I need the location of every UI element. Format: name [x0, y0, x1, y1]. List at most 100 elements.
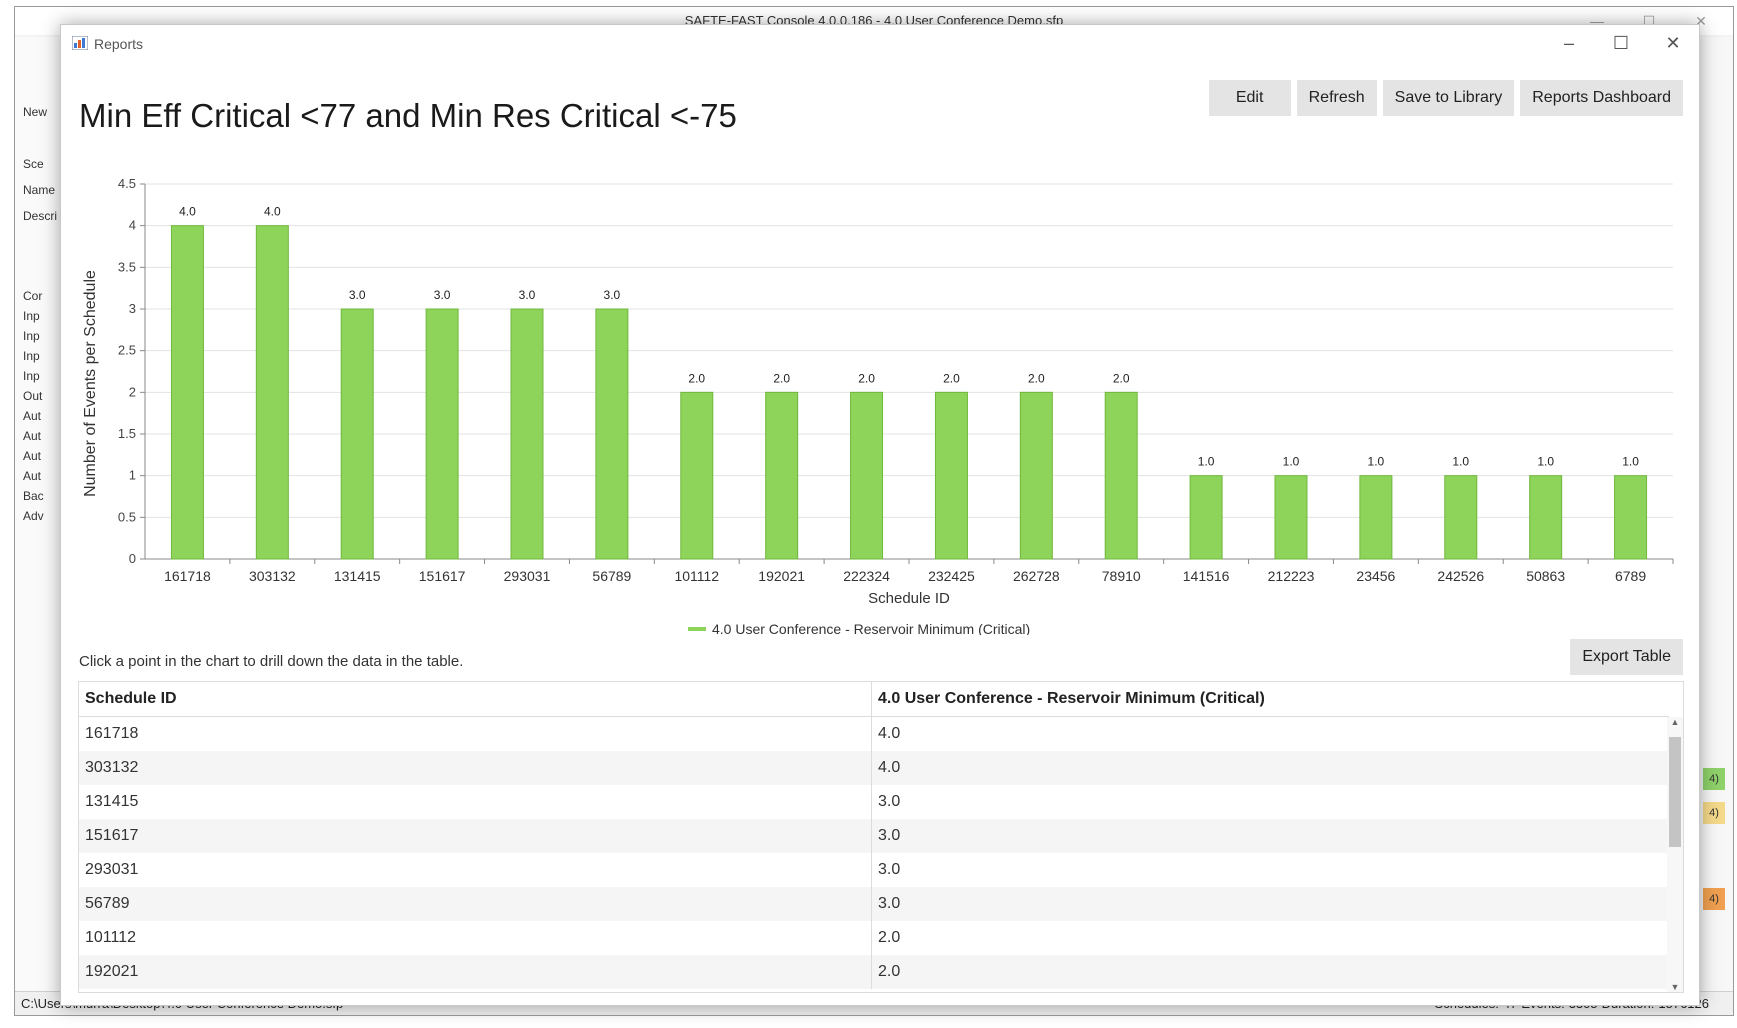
main-left-panel: New Sce Name Descri Cor Inp Inp Inp Inp Out Aut Aut… — [15, 37, 63, 991]
x-tick-label: 131415 — [334, 568, 381, 584]
left-panel-item[interactable]: Aut — [23, 409, 42, 423]
column-header-schedule-id[interactable]: Schedule ID — [85, 690, 177, 707]
scroll-up-icon[interactable]: ▲ — [1670, 717, 1680, 727]
table-row[interactable]: 161718 4.0 — [79, 717, 1669, 751]
drilldown-hint: Click a point in the chart to drill down… — [79, 653, 464, 670]
bar-value-label: 2.0 — [858, 371, 875, 385]
bar-value-label: 1.0 — [1283, 455, 1300, 469]
refresh-button[interactable]: Refresh — [1296, 80, 1377, 116]
x-tick-label: 56789 — [592, 568, 631, 584]
reservoir-value-cell: 3.0 — [871, 887, 1669, 921]
report-title: Min Eff Critical <77 and Min Res Critica… — [79, 97, 737, 134]
x-tick-label: 293031 — [504, 568, 551, 584]
bar[interactable] — [1359, 475, 1393, 560]
table-row[interactable]: 293031 3.0 — [79, 853, 1669, 887]
table-row[interactable]: 101112 2.0 — [79, 921, 1669, 955]
left-panel-item[interactable]: Name — [23, 183, 56, 197]
left-panel-item[interactable]: Adv — [23, 509, 44, 523]
x-axis-title: Schedule ID — [868, 590, 950, 607]
bar[interactable] — [1444, 475, 1478, 560]
bar[interactable] — [1614, 475, 1648, 560]
bar[interactable] — [510, 308, 544, 560]
export-table-button[interactable]: Export Table — [1570, 639, 1683, 675]
column-header-reservoir-minimum[interactable]: 4.0 User Conference - Reservoir Minimum … — [871, 682, 1669, 716]
left-panel-item[interactable]: Inp — [23, 349, 40, 363]
x-tick-label: 151617 — [419, 568, 466, 584]
left-panel-item[interactable]: Aut — [23, 429, 42, 443]
bar[interactable] — [1019, 391, 1053, 560]
table-row[interactable]: 192021 2.0 — [79, 955, 1669, 989]
main-close-icon[interactable]: ✕ — [1695, 13, 1707, 29]
bar[interactable] — [255, 225, 289, 560]
left-panel-item[interactable]: Aut — [23, 469, 42, 483]
left-panel-item[interactable]: Descri — [23, 209, 58, 223]
dialog-window-controls: – ☐ ✕ — [1543, 25, 1699, 61]
bar[interactable] — [765, 391, 799, 560]
scroll-down-icon[interactable]: ▼ — [1670, 982, 1680, 992]
status-badge: 4) — [1703, 768, 1725, 790]
bar[interactable] — [934, 391, 968, 560]
schedule-id-cell: 151617 — [85, 827, 139, 844]
table-scrollbar[interactable]: ▲ ▼ — [1667, 717, 1683, 992]
bar[interactable] — [680, 391, 714, 560]
table-row[interactable]: 131415 3.0 — [79, 785, 1669, 819]
left-panel-item[interactable]: New — [23, 105, 48, 119]
scroll-thumb[interactable] — [1669, 737, 1681, 847]
table-row[interactable]: 56789 3.0 — [79, 887, 1669, 921]
reservoir-value-cell: 4.0 — [871, 717, 1669, 751]
bar-value-label: 3.0 — [349, 288, 366, 302]
dialog-titlebar[interactable]: Reports – ☐ ✕ — [61, 25, 1699, 61]
x-tick-label: 78910 — [1102, 568, 1141, 584]
left-panel-item[interactable]: Inp — [23, 369, 40, 383]
close-icon[interactable]: ✕ — [1665, 33, 1681, 53]
y-tick-label: 1.5 — [118, 426, 136, 441]
bar[interactable] — [1189, 475, 1223, 560]
x-tick-label: 222324 — [843, 568, 890, 584]
bar[interactable] — [1104, 391, 1138, 560]
left-panel-item[interactable]: Bac — [23, 489, 44, 503]
reservoir-value-cell: 3.0 — [871, 853, 1669, 887]
table-header: Schedule ID 4.0 User Conference - Reserv… — [79, 682, 1669, 717]
bar-chart[interactable]: 0 0.5 1 1.5 2 2.5 3 3.5 4 4.5 4.0 161718 4.0 303132 3.… — [61, 155, 1701, 635]
left-panel-item[interactable]: Inp — [23, 329, 40, 343]
y-tick-label: 3 — [129, 301, 136, 316]
table-row[interactable]: 303132 4.0 — [79, 751, 1669, 785]
bar[interactable] — [850, 391, 884, 560]
bar-value-label: 1.0 — [1622, 455, 1639, 469]
bar-value-label: 3.0 — [604, 288, 621, 302]
bar[interactable] — [1529, 475, 1563, 560]
y-tick-label: 2 — [129, 384, 136, 399]
maximize-icon[interactable]: ☐ — [1612, 33, 1630, 53]
x-tick-label: 161718 — [164, 568, 211, 584]
bar[interactable] — [1274, 475, 1308, 560]
bar[interactable] — [340, 308, 374, 560]
report-toolbar: Edit Refresh Save to Library Reports Das… — [1208, 80, 1683, 116]
left-panel-item[interactable]: Aut — [23, 449, 42, 463]
x-tick-label: 303132 — [249, 568, 296, 584]
edit-button[interactable]: Edit — [1208, 80, 1291, 116]
reports-app-icon — [72, 36, 88, 50]
x-tick-label: 212223 — [1268, 568, 1315, 584]
x-tick-label: 23456 — [1356, 568, 1395, 584]
save-to-library-button[interactable]: Save to Library — [1382, 80, 1515, 116]
reports-dashboard-button[interactable]: Reports Dashboard — [1520, 80, 1683, 116]
bar-value-label: 4.0 — [179, 205, 196, 219]
left-panel-item[interactable]: Inp — [23, 309, 40, 323]
left-panel-item[interactable]: Out — [23, 389, 43, 403]
table-row[interactable]: 151617 3.0 — [79, 819, 1669, 853]
bar-value-label: 2.0 — [1028, 371, 1045, 385]
schedule-id-cell: 101112 — [85, 929, 137, 946]
left-panel-item[interactable]: Sce — [23, 157, 44, 171]
bar[interactable] — [425, 308, 459, 560]
legend-label: 4.0 User Conference - Reservoir Minimum … — [712, 621, 1030, 635]
bar-value-label: 1.0 — [1198, 455, 1215, 469]
schedule-id-cell: 56789 — [85, 895, 130, 912]
y-tick-label: 4.5 — [118, 176, 136, 191]
left-panel-item[interactable]: Cor — [23, 289, 43, 303]
bar[interactable] — [170, 225, 204, 560]
reservoir-value-cell: 3.0 — [871, 785, 1669, 819]
minimize-icon[interactable]: – — [1563, 33, 1574, 53]
y-tick-label: 3.5 — [118, 259, 136, 274]
bar[interactable] — [595, 308, 629, 560]
x-tick-label: 262728 — [1013, 568, 1060, 584]
